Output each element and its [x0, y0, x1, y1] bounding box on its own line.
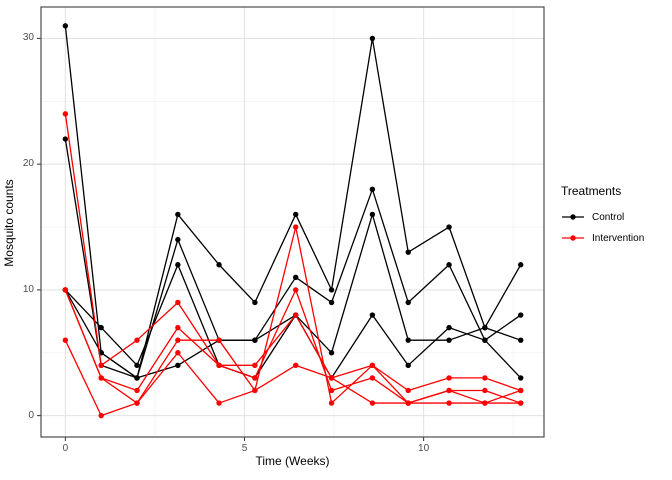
intervention-key-icon	[562, 235, 584, 241]
x-axis-title: Time (Weeks)	[255, 454, 330, 468]
x-tick-label-0: 0	[62, 443, 69, 454]
legend-item-control: Control	[561, 207, 644, 227]
y-tick-label-30: 30	[22, 32, 34, 44]
legend-item-intervention: Intervention	[561, 228, 644, 248]
legend: Treatments Control Intervention	[561, 184, 644, 249]
y-axis-title: Mosquito counts	[2, 179, 16, 267]
legend-label-control: Control	[592, 211, 625, 223]
y-tick-label-20: 20	[22, 158, 34, 170]
legend-label-intervention: Intervention	[592, 232, 645, 244]
legend-title: Treatments	[561, 184, 622, 198]
x-tick-label-10: 10	[418, 443, 430, 454]
control-key-icon	[562, 214, 584, 220]
x-tick-label-5: 5	[241, 443, 248, 454]
y-tick-label-0: 0	[28, 409, 34, 421]
y-tick-label-10: 10	[22, 283, 34, 295]
